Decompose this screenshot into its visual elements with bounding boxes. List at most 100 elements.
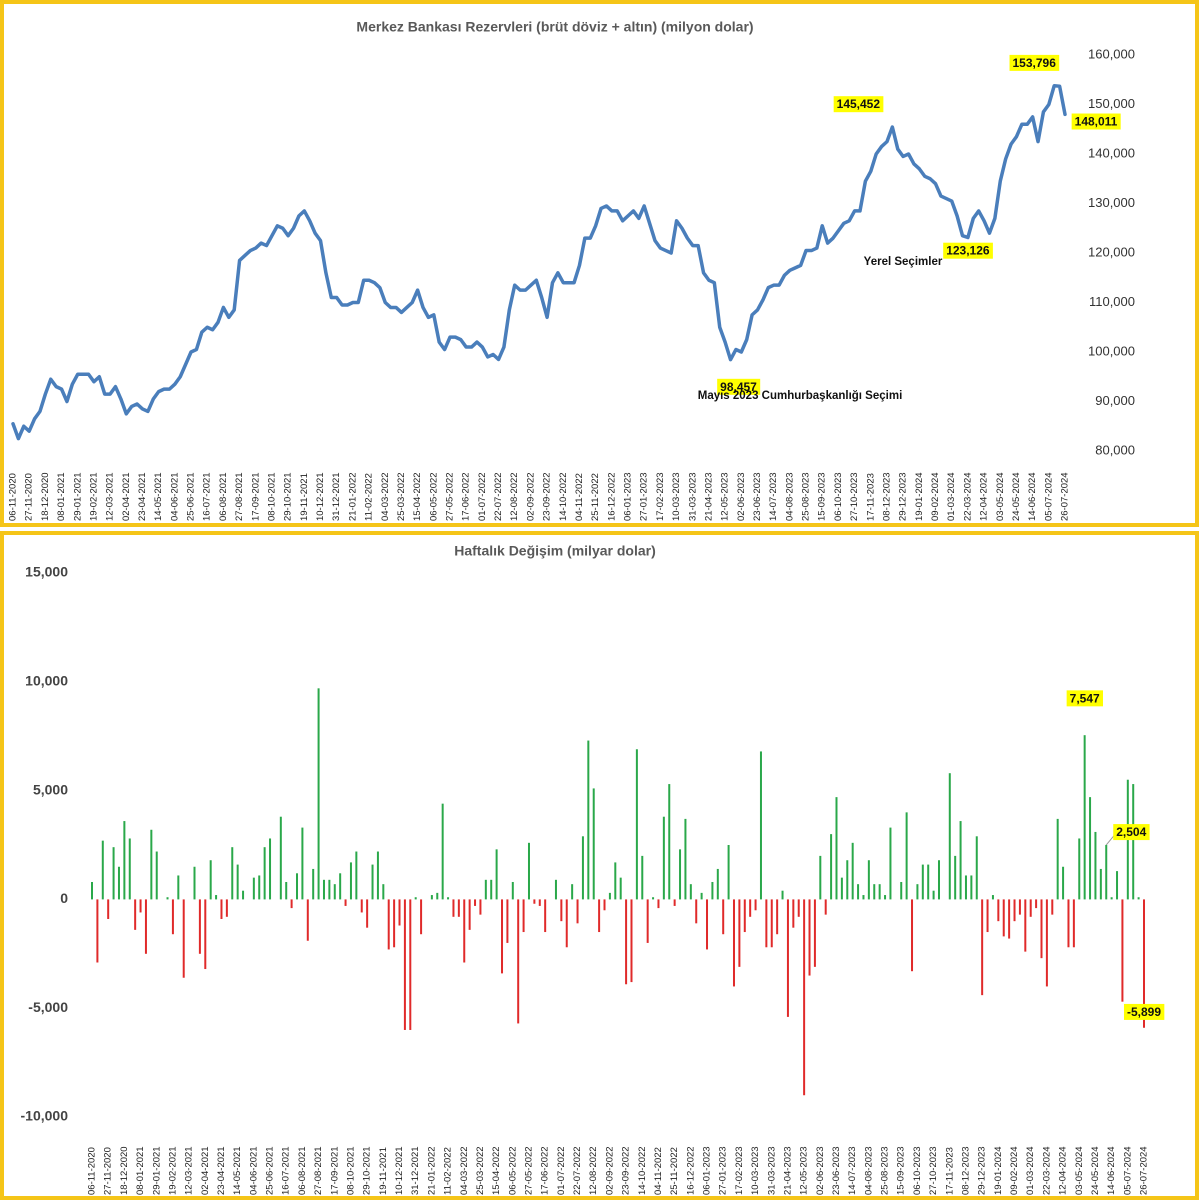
x-tick-label: 17-09-2021: [329, 1146, 340, 1195]
bar: [436, 892, 439, 900]
bar: [716, 868, 719, 900]
bar: [452, 899, 455, 917]
bar: [501, 899, 504, 974]
bar: [269, 838, 272, 900]
x-tick-label: 25-11-2022: [590, 473, 601, 521]
bar: [279, 816, 282, 900]
y-tick-label: 120,000: [1088, 244, 1135, 259]
x-tick-label: 10-03-2023: [671, 472, 682, 521]
bar: [285, 881, 288, 900]
x-tick-label: 29-10-2021: [362, 1146, 373, 1195]
x-tick-label: 21-01-2022: [347, 472, 358, 521]
bar: [344, 899, 347, 906]
y-tick-label: 140,000: [1088, 145, 1135, 160]
bar: [511, 881, 514, 900]
x-tick-label: 12-05-2023: [799, 1146, 810, 1195]
bar: [155, 851, 158, 900]
value-label-box: [833, 96, 884, 113]
x-tick-label: 04-06-2021: [169, 472, 180, 521]
bar: [587, 740, 590, 900]
x-tick-label: 08-10-2021: [266, 472, 277, 521]
bar: [1121, 899, 1124, 1002]
data-line: [11, 83, 1067, 441]
bar: [333, 884, 336, 900]
value-label-group: 123,126: [943, 242, 993, 259]
x-tick-label: 22-03-2024: [962, 472, 973, 521]
bar: [684, 818, 687, 900]
y-tick-label: 0: [60, 890, 68, 906]
x-tick-label: 04-03-2022: [380, 472, 391, 521]
bar: [765, 899, 768, 948]
bar: [517, 899, 520, 1024]
bar: [91, 881, 93, 900]
bar: [463, 899, 466, 963]
x-tick-label: 19-01-2024: [914, 472, 925, 521]
bar: [1116, 871, 1119, 900]
x-tick-label: 06-05-2022: [507, 1146, 518, 1195]
bar: [225, 899, 228, 917]
bar: [301, 827, 304, 900]
x-tick-label: 29-12-2023: [977, 1146, 988, 1195]
bar: [916, 884, 919, 900]
x-tick-label: 01-03-2024: [946, 472, 957, 521]
bar: [830, 834, 833, 900]
bar: [598, 899, 601, 933]
bar: [409, 899, 412, 1030]
x-tick-label: 27-08-2021: [234, 472, 245, 521]
x-tick-label: 14-06-2024: [1106, 1146, 1117, 1195]
x-tick-label: 06-11-2020: [87, 1147, 98, 1195]
bar: [754, 899, 757, 911]
x-tick-label: 06-01-2023: [623, 472, 634, 521]
bar: [139, 899, 142, 913]
bar: [403, 899, 406, 1030]
x-tick-label: 24-05-2024: [1090, 1146, 1101, 1195]
x-tick-label: 14-10-2022: [558, 472, 569, 521]
bar: [727, 845, 730, 900]
bar: [117, 866, 120, 900]
x-tick-label: 16-07-2021: [202, 472, 213, 521]
bar: [1132, 784, 1135, 900]
bar: [565, 899, 568, 948]
bar: [986, 899, 989, 933]
y-tick-label: 90,000: [1095, 393, 1135, 408]
bar: [236, 864, 239, 900]
x-tick-label: 19-11-2021: [378, 1147, 389, 1195]
bar: [959, 821, 962, 900]
bar: [1024, 899, 1027, 952]
bar: [506, 899, 509, 943]
x-tick-label: 04-08-2023: [784, 472, 795, 521]
x-tick-label: 19-02-2021: [88, 472, 99, 521]
y-tick-label: -5,000: [28, 999, 68, 1015]
x-tick-label: 14-07-2023: [768, 472, 779, 521]
bar: [387, 899, 390, 950]
bar: [819, 855, 822, 900]
bar: [490, 879, 493, 900]
bar: [641, 855, 644, 900]
x-tick-label: 06-10-2023: [833, 472, 844, 521]
x-tick-label: 19-02-2021: [167, 1146, 178, 1195]
x-tick-label: 23-04-2021: [216, 1146, 227, 1195]
bar: [544, 899, 547, 933]
bar: [1018, 899, 1021, 915]
bar: [646, 899, 649, 943]
x-tick-label: 27-08-2021: [313, 1146, 324, 1195]
x-tick-label: 15-04-2022: [412, 472, 423, 521]
x-tick-label: 29-12-2023: [898, 472, 909, 521]
x-tick-label: 19-11-2021: [299, 473, 310, 521]
bar: [242, 890, 245, 900]
x-tick-label: 14-06-2024: [1027, 472, 1038, 521]
bar: [921, 864, 924, 900]
bar: [657, 899, 660, 909]
x-tick-label: 09-02-2024: [1009, 1146, 1020, 1195]
bar: [290, 899, 293, 909]
bar: [349, 862, 352, 900]
value-label-box: [717, 378, 761, 395]
value-label-box: [943, 242, 993, 259]
bar: [522, 899, 525, 933]
value-label-group: 2,504: [1113, 824, 1150, 841]
x-tick-label: 05-07-2024: [1122, 1146, 1133, 1195]
bar: [840, 877, 843, 900]
bar: [749, 899, 752, 917]
bar: [177, 875, 180, 900]
bar: [1083, 735, 1086, 900]
